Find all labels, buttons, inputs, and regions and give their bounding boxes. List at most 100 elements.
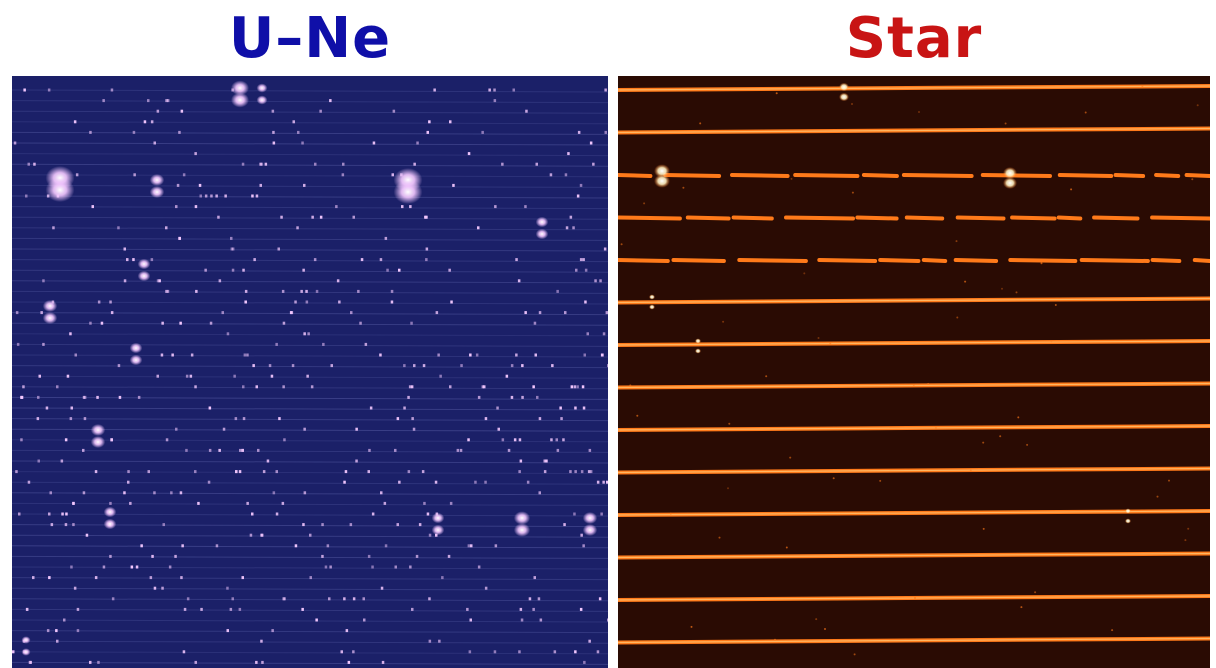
une-order-line xyxy=(12,661,608,665)
star-speck xyxy=(815,618,818,621)
une-emission-line xyxy=(251,512,254,516)
une-emission-line xyxy=(581,385,585,389)
une-emission-line xyxy=(204,194,208,198)
une-emission-line xyxy=(102,99,105,103)
une-emission-line xyxy=(303,332,306,336)
une-emission-line xyxy=(111,597,115,601)
une-emission-line xyxy=(392,109,396,113)
une-emission-line xyxy=(450,300,453,304)
une-emission-line xyxy=(344,470,348,474)
une-emission-line xyxy=(600,353,604,357)
une-emission-line xyxy=(283,438,286,442)
une-emission-line xyxy=(409,205,412,209)
une-emission-line xyxy=(64,438,68,442)
une-emission-line xyxy=(572,226,575,230)
une-emission-line xyxy=(313,258,317,262)
une-emission-line xyxy=(226,586,229,590)
star-order-core xyxy=(618,467,1210,474)
une-emission-line xyxy=(574,406,577,410)
une-emission-line xyxy=(560,417,563,421)
une-emission-line xyxy=(543,470,547,474)
une-emission-line xyxy=(94,470,98,474)
une-emission-line xyxy=(156,109,160,113)
une-order-line xyxy=(12,153,608,157)
une-emission-line xyxy=(230,247,234,251)
star-speck xyxy=(1040,262,1043,265)
star-order-segment xyxy=(1056,215,1083,221)
une-emission-line xyxy=(224,194,227,198)
une-emission-line xyxy=(598,597,602,601)
une-emission-line xyxy=(303,183,306,187)
une-bright-spot xyxy=(513,523,531,537)
une-emission-line xyxy=(97,660,100,664)
une-emission-line xyxy=(55,629,58,633)
une-emission-line xyxy=(562,438,565,442)
une-emission-line xyxy=(15,470,18,474)
star-order-segment xyxy=(955,215,1006,221)
une-emission-line xyxy=(82,448,85,452)
star-order-core xyxy=(618,340,1210,346)
une-emission-line xyxy=(133,173,136,177)
une-emission-line xyxy=(584,268,588,272)
une-emission-line xyxy=(408,385,412,389)
une-emission-line xyxy=(303,427,306,431)
une-emission-line xyxy=(252,364,255,368)
une-bright-spot xyxy=(42,312,58,324)
une-emission-line xyxy=(384,236,388,240)
star-order-segment xyxy=(817,258,878,263)
une-emission-line xyxy=(433,88,436,92)
une-emission-line xyxy=(151,554,154,558)
star-speck xyxy=(620,243,623,246)
star-speck xyxy=(927,382,930,385)
une-emission-line xyxy=(539,618,543,622)
une-emission-line xyxy=(241,448,244,452)
une-emission-line xyxy=(428,639,432,643)
star-speck xyxy=(728,422,731,425)
star-order-segment xyxy=(663,173,722,178)
une-bright-spot xyxy=(21,636,31,644)
star-speck xyxy=(918,111,920,113)
une-bright-spot xyxy=(582,524,598,536)
une-background xyxy=(12,76,608,668)
une-emission-line xyxy=(147,99,150,103)
une-emission-line xyxy=(467,544,471,548)
une-emission-line xyxy=(182,173,186,177)
une-order-line xyxy=(12,131,608,135)
une-emission-line xyxy=(555,438,558,442)
une-emission-line xyxy=(573,512,576,516)
une-emission-line xyxy=(25,194,28,198)
une-emission-line xyxy=(63,618,66,622)
une-emission-line xyxy=(390,289,394,293)
une-emission-line xyxy=(411,607,414,611)
star-speck xyxy=(955,240,958,243)
une-emission-line xyxy=(37,395,40,399)
une-emission-line xyxy=(481,130,484,134)
une-emission-line xyxy=(439,374,442,378)
une-emission-line xyxy=(132,130,136,134)
une-emission-line xyxy=(48,512,51,516)
une-emission-line xyxy=(283,597,286,601)
une-emission-line xyxy=(109,554,112,558)
star-speck xyxy=(853,653,856,656)
une-emission-line xyxy=(425,258,428,262)
une-emission-line xyxy=(50,523,54,527)
une-order-line xyxy=(12,100,608,104)
une-emission-line xyxy=(475,353,479,357)
une-emission-line xyxy=(401,205,404,209)
une-emission-line xyxy=(553,650,557,654)
une-emission-line xyxy=(40,311,43,315)
une-emission-line xyxy=(469,353,472,357)
star-order-segment xyxy=(1079,258,1150,263)
star-order-core xyxy=(618,85,1210,91)
une-emission-line xyxy=(158,279,161,283)
une-emission-line xyxy=(165,289,168,293)
une-emission-line xyxy=(302,268,305,272)
star-bright-spot xyxy=(649,294,655,300)
une-emission-line xyxy=(579,258,583,262)
star-speck xyxy=(1184,539,1187,542)
une-emission-line xyxy=(47,88,51,92)
une-emission-line xyxy=(386,268,389,272)
star-speck xyxy=(824,628,826,630)
une-emission-line xyxy=(340,650,343,654)
star-order-segment xyxy=(878,258,921,263)
